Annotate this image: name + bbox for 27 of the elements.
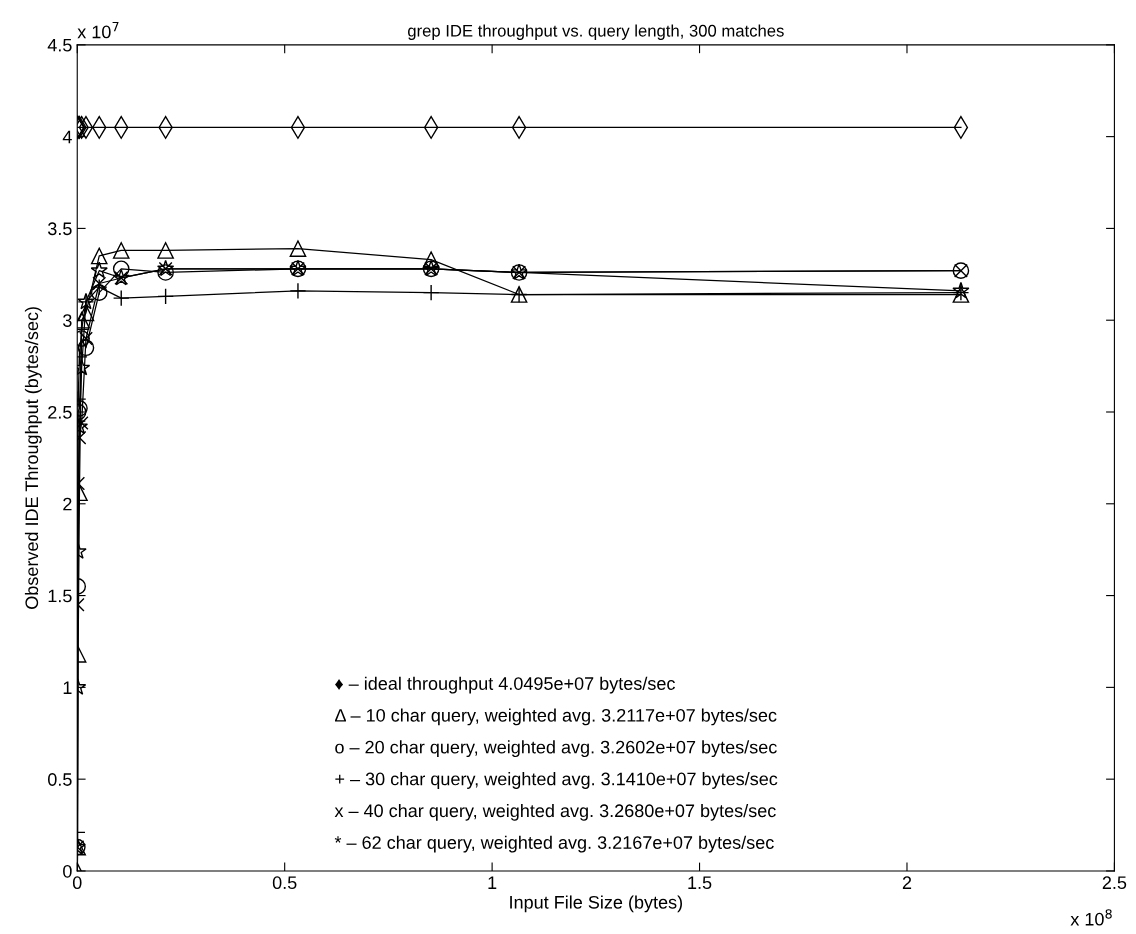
y-tick-label: 0 <box>63 864 72 878</box>
x-tick-label: 0.5 <box>272 876 297 890</box>
y-tick-label: 2.5 <box>48 405 72 419</box>
y-tick-label: 2 <box>63 497 72 511</box>
y-tick-label: 1 <box>63 681 72 694</box>
x-tick-label: 1 <box>488 876 497 889</box>
y-axis-title: Observed IDE Throughput (bytes/sec) <box>24 307 42 609</box>
y-tick-label: 4.5 <box>47 38 72 52</box>
annotation: * – 62 char query, weighted avg. 3.2167e+07 bytes/sec <box>334 835 774 853</box>
text: x 10$^{7}$ <box>77 22 119 39</box>
annotation: + – 30 char query, weighted avg. 3.1410e+07 bytes/sec <box>335 772 778 789</box>
x-tick-label: 0 <box>72 876 82 890</box>
chart-title: grep IDE throughput vs. query length, 300 matches <box>408 24 784 40</box>
x-tick-label: 2 <box>902 876 912 889</box>
annotation: ♦ – ideal throughput 4.0495e+07 bytes/sec <box>335 676 675 694</box>
annotation: x – 40 char query, weighted avg. 3.2680e+07 bytes/sec <box>334 803 776 821</box>
x-tick-label: 2.5 <box>1102 876 1127 890</box>
y-tick-label: 3 <box>63 314 72 327</box>
y-tick-label: 3.5 <box>47 222 72 236</box>
x-axis-title: Input File Size (bytes) <box>510 895 683 913</box>
annotation: o – 20 char query, weighted avg. 3.2602e+07 bytes/sec <box>335 740 777 758</box>
y-tick-label: 1.5 <box>48 589 72 603</box>
y-tick-label: 0.5 <box>47 773 72 786</box>
x-tick-label: 1.5 <box>688 876 712 890</box>
y-tick-label: 4 <box>62 130 72 144</box>
text: x 10$^{8}$ <box>1070 909 1112 926</box>
annotation: Δ – 10 char query, weighted avg. 3.2117e+07 bytes/sec <box>335 708 777 726</box>
